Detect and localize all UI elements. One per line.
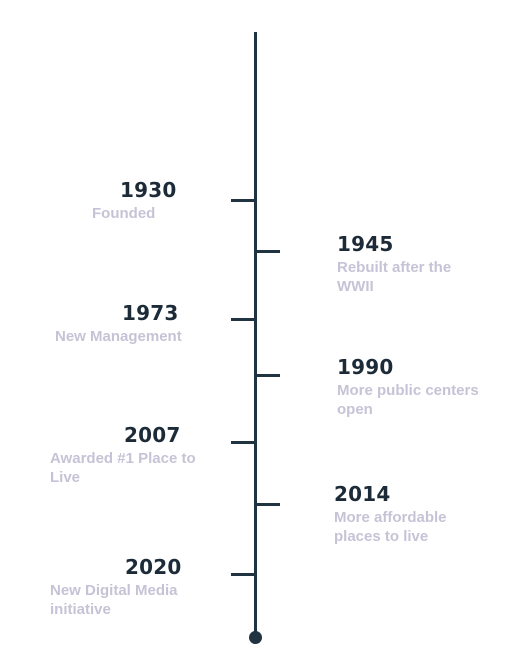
- timeline-event-1930: 1930 Founded: [92, 178, 222, 223]
- timeline-tick-2014: [256, 503, 280, 506]
- timeline-event-2007: 2007 Awarded #1 Place to Live: [50, 423, 218, 487]
- timeline-tick-1930: [231, 199, 255, 202]
- timeline-tick-1945: [256, 250, 280, 253]
- event-description: Founded: [92, 205, 156, 222]
- event-year: 2020: [125, 555, 182, 579]
- event-year: 1945: [337, 232, 394, 256]
- event-description: Awarded #1 Place to Live: [50, 450, 196, 486]
- timeline-end-dot: [249, 631, 262, 644]
- timeline-event-2014: 2014 More affordable places to live: [334, 482, 474, 546]
- timeline-tick-1990: [256, 374, 280, 377]
- timeline-event-1973: 1973 New Management: [55, 301, 215, 346]
- event-description: More affordable places to live: [334, 509, 447, 545]
- timeline-axis: [254, 32, 257, 638]
- timeline-event-1990: 1990 More public centers open: [337, 355, 497, 419]
- timeline-event-1945: 1945 Rebuilt after the WWII: [337, 232, 477, 296]
- timeline-tick-2020: [231, 573, 255, 576]
- timeline-tick-2007: [231, 441, 255, 444]
- event-description: New Management: [55, 328, 182, 345]
- timeline-tick-1973: [231, 318, 255, 321]
- event-description: Rebuilt after the WWII: [337, 259, 452, 295]
- event-year: 2014: [334, 482, 391, 506]
- event-description: New Digital Media initiative: [50, 582, 178, 618]
- event-year: 1930: [120, 178, 177, 202]
- event-year: 1990: [337, 355, 394, 379]
- timeline-event-2020: 2020 New Digital Media initiative: [50, 555, 200, 619]
- event-description: More public centers open: [337, 382, 479, 418]
- event-year: 1973: [122, 301, 179, 325]
- event-year: 2007: [124, 423, 181, 447]
